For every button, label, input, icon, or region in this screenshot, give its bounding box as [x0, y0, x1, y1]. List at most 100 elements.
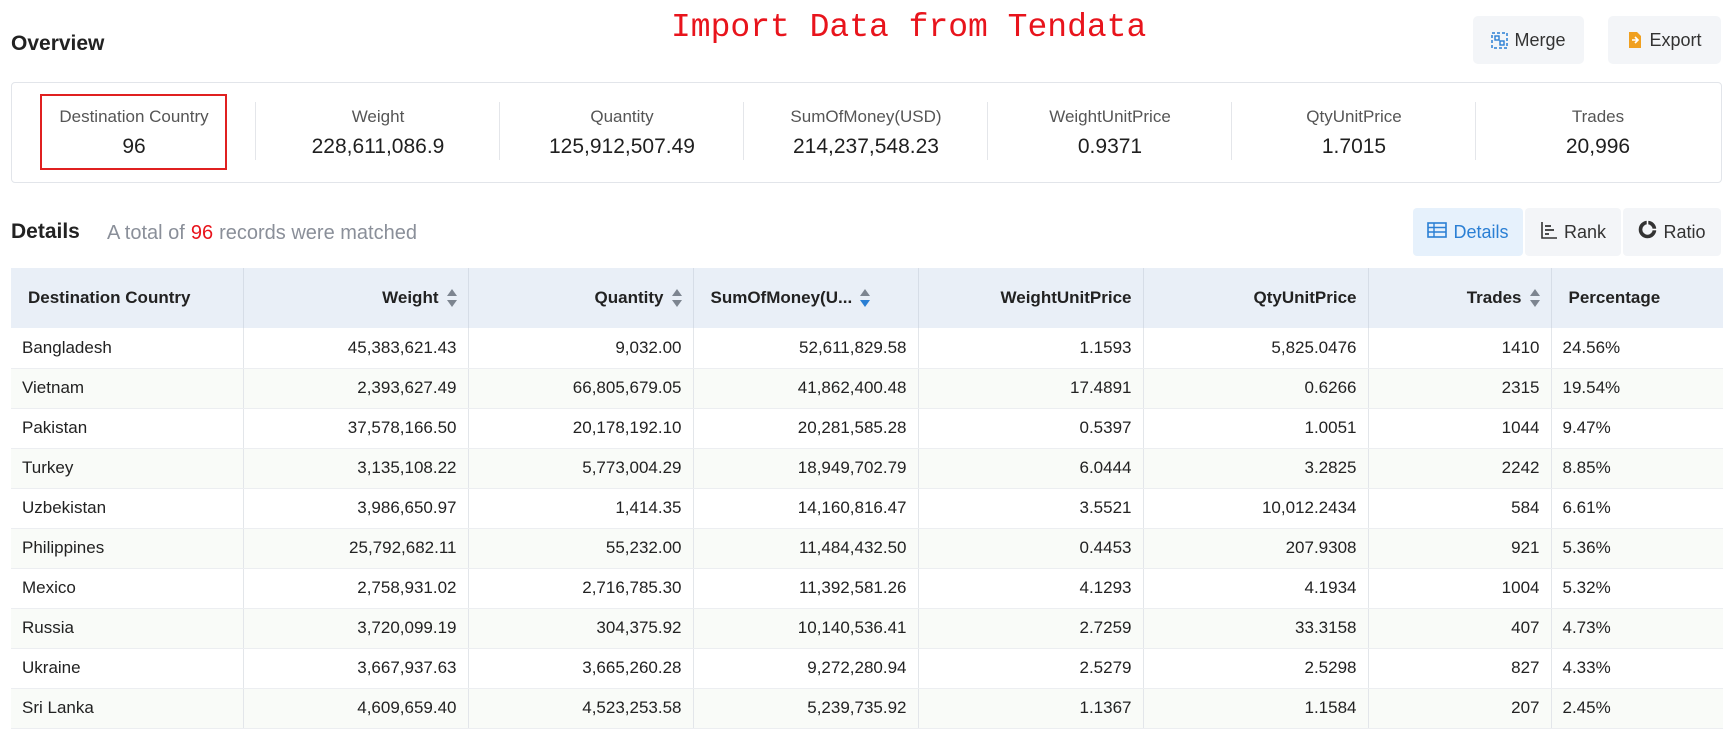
cell-trades: 2242	[1368, 448, 1552, 489]
column-header-percentage[interactable]: Percentage	[1551, 268, 1723, 328]
summary-suffix: records were matched	[219, 222, 417, 244]
table-row[interactable]: Sri Lanka 4,609,659.40 4,523,253.58 5,239,7…	[11, 688, 1723, 729]
table-row[interactable]: Uzbekistan 3,986,650.97 1,414.35 14,160,816…	[11, 488, 1723, 529]
cell-percentage: 6.61%	[1551, 488, 1723, 529]
sort-desc-icon[interactable]	[860, 289, 871, 307]
view-ratio-button[interactable]: Ratio	[1623, 208, 1721, 256]
table-header-row: Destination Country Weight Quantity SumO…	[11, 268, 1723, 328]
table-row[interactable]: Mexico 2,758,931.02 2,716,785.30 11,392,581…	[11, 568, 1723, 609]
view-details-button[interactable]: Details	[1413, 208, 1523, 256]
table-body: Bangladesh 45,383,621.43 9,032.00 52,611,82…	[11, 328, 1723, 729]
summary-prefix: A total of	[107, 222, 185, 244]
table-row[interactable]: Russia 3,720,099.19 304,375.92 10,140,536.4…	[11, 608, 1723, 649]
table-row[interactable]: Bangladesh 45,383,621.43 9,032.00 52,611,82…	[11, 328, 1723, 369]
cell-weight-unit-price: 1.1367	[918, 688, 1144, 729]
column-header-sum-of-money[interactable]: SumOfMoney(U...	[693, 268, 919, 328]
cell-sum-of-money: 9,272,280.94	[693, 648, 919, 689]
cell-weight-unit-price: 0.4453	[918, 528, 1144, 569]
cell-weight: 2,758,931.02	[243, 568, 469, 609]
cell-weight-unit-price: 2.5279	[918, 648, 1144, 689]
cell-country: Uzbekistan	[11, 488, 244, 529]
cell-quantity: 9,032.00	[468, 328, 694, 369]
details-table: Destination Country Weight Quantity SumO…	[11, 268, 1723, 729]
stat-destination-country[interactable]: Destination Country 96	[12, 83, 256, 182]
cell-qty-unit-price: 10,012.2434	[1143, 488, 1369, 529]
view-rank-button[interactable]: Rank	[1525, 208, 1621, 256]
table-row[interactable]: Ukraine 3,667,937.63 3,665,260.28 9,272,280…	[11, 648, 1723, 689]
view-label: Details	[1453, 221, 1509, 242]
cell-weight-unit-price: 17.4891	[918, 368, 1144, 409]
table-row[interactable]: Turkey 3,135,108.22 5,773,004.29 18,949,702…	[11, 448, 1723, 489]
cell-quantity: 5,773,004.29	[468, 448, 694, 489]
divider	[499, 102, 500, 160]
column-header-qty-unit-price[interactable]: QtyUnitPrice	[1143, 268, 1369, 328]
cell-trades: 827	[1368, 648, 1552, 689]
column-header-destination-country[interactable]: Destination Country	[11, 268, 244, 328]
stat-label: Trades	[1571, 107, 1625, 126]
merge-label: Merge	[1514, 29, 1566, 50]
table-row[interactable]: Pakistan 37,578,166.50 20,178,192.10 20,281…	[11, 408, 1723, 449]
view-switcher: Details Rank Ratio	[1413, 208, 1721, 256]
cell-quantity: 1,414.35	[468, 488, 694, 529]
stat-value: 1.7015	[1321, 135, 1387, 158]
cell-qty-unit-price: 4.1934	[1143, 568, 1369, 609]
merge-icon	[1491, 31, 1509, 49]
table-row[interactable]: Vietnam 2,393,627.49 66,805,679.05 41,862,4…	[11, 368, 1723, 409]
cell-quantity: 66,805,679.05	[468, 368, 694, 409]
cell-qty-unit-price: 1.1584	[1143, 688, 1369, 729]
cell-sum-of-money: 20,281,585.28	[693, 408, 919, 449]
sort-icon[interactable]	[671, 289, 682, 307]
cell-quantity: 20,178,192.10	[468, 408, 694, 449]
column-label: Weight	[382, 288, 439, 307]
stat-trades[interactable]: Trades 20,996	[1476, 83, 1720, 182]
merge-button[interactable]: Merge	[1473, 16, 1584, 64]
stat-weight-unit-price[interactable]: WeightUnitPrice 0.9371	[988, 83, 1232, 182]
divider	[255, 102, 256, 160]
stat-qty-unit-price[interactable]: QtyUnitPrice 1.7015	[1232, 83, 1476, 182]
cell-sum-of-money: 10,140,536.41	[693, 608, 919, 649]
stat-value: 125,912,507.49	[549, 135, 695, 158]
cell-weight: 37,578,166.50	[243, 408, 469, 449]
cell-trades: 407	[1368, 608, 1552, 649]
cell-weight-unit-price: 4.1293	[918, 568, 1144, 609]
details-table-container: Destination Country Weight Quantity SumO…	[11, 268, 1723, 730]
sort-icon[interactable]	[446, 289, 457, 307]
cell-quantity: 2,716,785.30	[468, 568, 694, 609]
stat-sum-of-money[interactable]: SumOfMoney(USD) 214,237,548.23	[744, 83, 988, 182]
cell-percentage: 19.54%	[1551, 368, 1723, 409]
stat-label: Weight	[351, 107, 405, 126]
cell-quantity: 4,523,253.58	[468, 688, 694, 729]
column-header-trades[interactable]: Trades	[1368, 268, 1552, 328]
cell-weight-unit-price: 2.7259	[918, 608, 1144, 649]
sort-icon[interactable]	[1529, 289, 1540, 307]
cell-qty-unit-price: 1.0051	[1143, 408, 1369, 449]
table-row[interactable]: Philippines 25,792,682.11 55,232.00 11,484,…	[11, 528, 1723, 569]
cell-weight: 25,792,682.11	[243, 528, 469, 569]
overview-stats-panel: Destination Country 96 Weight 228,611,08…	[11, 82, 1722, 183]
cell-trades: 1410	[1368, 328, 1552, 369]
records-count: 96	[190, 222, 214, 244]
donut-icon	[1638, 220, 1658, 244]
cell-country: Philippines	[11, 528, 244, 569]
details-title: Details	[11, 220, 80, 243]
highlight-box	[40, 94, 227, 170]
column-header-weight[interactable]: Weight	[243, 268, 469, 328]
stat-weight[interactable]: Weight 228,611,086.9	[256, 83, 500, 182]
stat-quantity[interactable]: Quantity 125,912,507.49	[500, 83, 744, 182]
cell-quantity: 3,665,260.28	[468, 648, 694, 689]
cell-country: Turkey	[11, 448, 244, 489]
cell-weight: 4,609,659.40	[243, 688, 469, 729]
cell-weight: 3,135,108.22	[243, 448, 469, 489]
stat-label: SumOfMoney(USD)	[790, 107, 942, 126]
export-button[interactable]: Export	[1608, 16, 1721, 64]
cell-weight: 3,667,937.63	[243, 648, 469, 689]
column-header-quantity[interactable]: Quantity	[468, 268, 694, 328]
column-label: Destination Country	[28, 288, 191, 307]
cell-weight-unit-price: 6.0444	[918, 448, 1144, 489]
cell-country: Vietnam	[11, 368, 244, 409]
column-header-weight-unit-price[interactable]: WeightUnitPrice	[918, 268, 1144, 328]
cell-weight: 45,383,621.43	[243, 328, 469, 369]
cell-weight-unit-price: 0.5397	[918, 408, 1144, 449]
cell-percentage: 2.45%	[1551, 688, 1723, 729]
view-label: Ratio	[1663, 221, 1706, 242]
